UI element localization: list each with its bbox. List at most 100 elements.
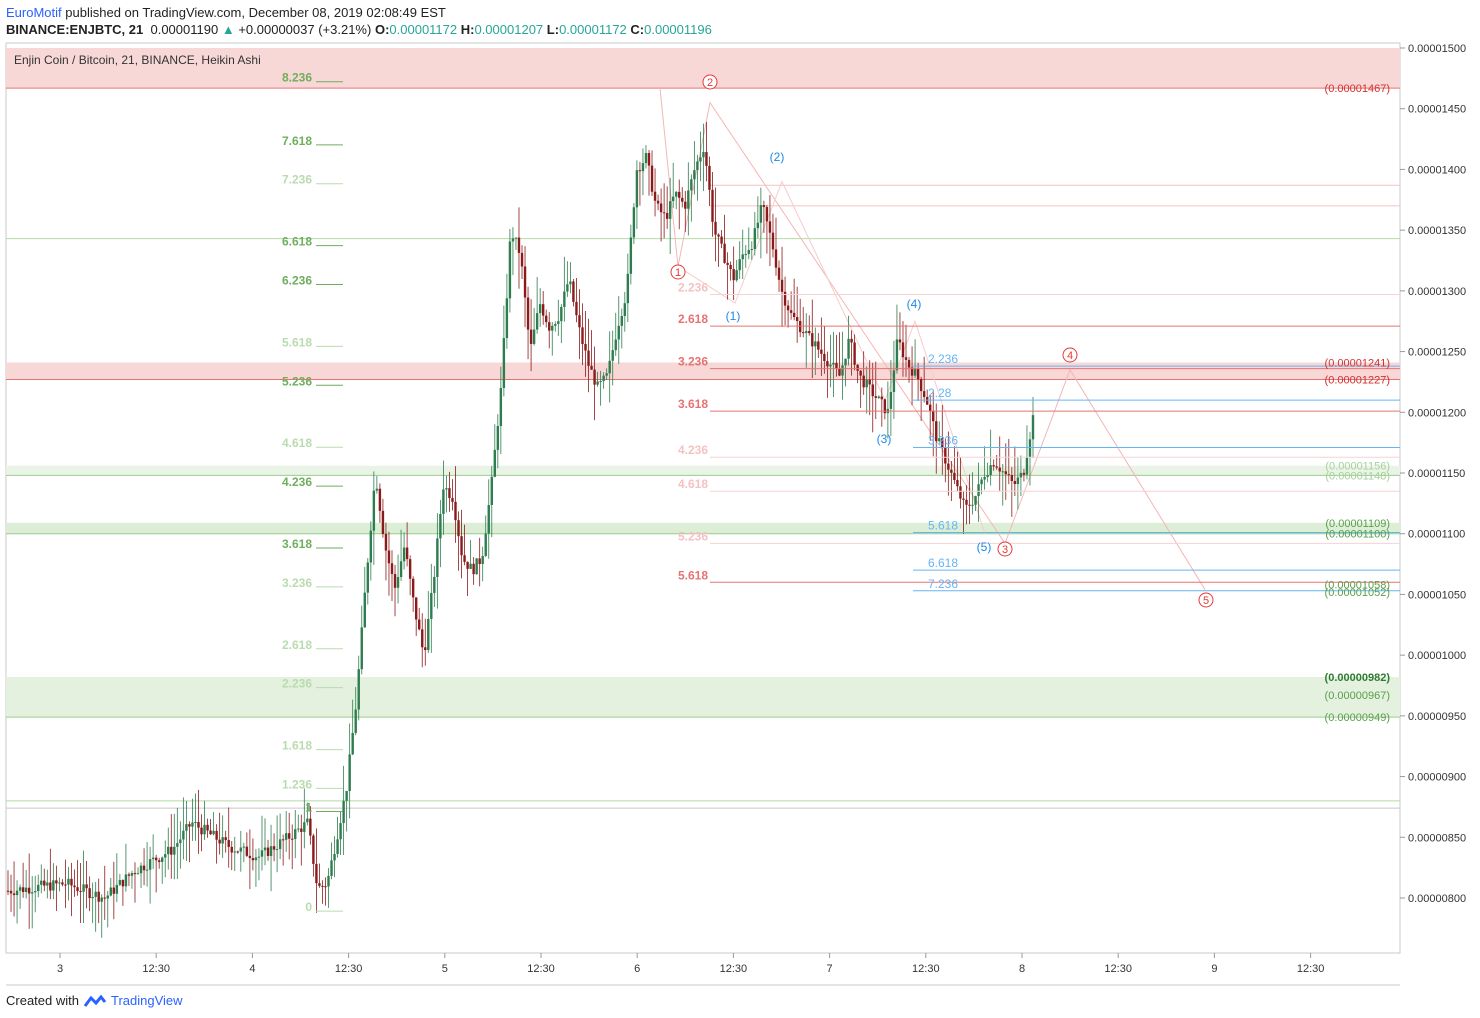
candle-body bbox=[502, 338, 506, 389]
candle-body bbox=[953, 472, 956, 481]
candle-body bbox=[632, 207, 636, 238]
candle-body bbox=[393, 573, 397, 588]
high-label: H: bbox=[460, 22, 475, 37]
candle-body bbox=[956, 480, 959, 487]
candle-body bbox=[339, 823, 342, 840]
candle-body bbox=[938, 438, 941, 442]
candle-body bbox=[118, 880, 122, 885]
candle-body bbox=[442, 489, 445, 514]
candle-body bbox=[9, 890, 13, 894]
chart-title: Enjin Coin / Bitcoin, 21, BINANCE, Heiki… bbox=[14, 53, 261, 67]
candle-body bbox=[336, 839, 339, 854]
x-tick-label: 7 bbox=[827, 963, 833, 975]
candle-body bbox=[986, 475, 989, 477]
candle-body bbox=[1001, 471, 1004, 473]
x-tick-label: 12:30 bbox=[527, 963, 555, 975]
candle-body bbox=[717, 234, 720, 237]
candle-body bbox=[901, 342, 905, 358]
candle-body bbox=[919, 379, 923, 392]
candle-body bbox=[330, 860, 333, 876]
candle-body bbox=[514, 237, 518, 239]
fib-blue-label-2.28: 2.28 bbox=[928, 386, 952, 400]
candle-body bbox=[242, 846, 246, 848]
zone-2 bbox=[6, 465, 1400, 476]
candle-body bbox=[433, 576, 436, 593]
candle-body bbox=[79, 890, 82, 892]
candle-body bbox=[170, 846, 173, 855]
candle-body bbox=[904, 357, 908, 360]
candle-body bbox=[463, 555, 466, 562]
x-tick-label: 12:30 bbox=[142, 963, 170, 975]
candle-body bbox=[109, 887, 113, 896]
candle-body bbox=[823, 353, 826, 362]
y-tick-label: 0.00001350 bbox=[1408, 225, 1466, 237]
candle-body bbox=[635, 170, 639, 208]
candle-body bbox=[705, 152, 708, 166]
candle-body bbox=[959, 486, 962, 499]
candle-body bbox=[191, 822, 194, 827]
candle-body bbox=[37, 884, 40, 892]
candle-body bbox=[814, 341, 817, 347]
candle-body bbox=[64, 884, 67, 886]
candle-body bbox=[52, 880, 55, 891]
candle-body bbox=[351, 732, 354, 755]
wave-red-circle-5 bbox=[1198, 592, 1214, 608]
candle-body bbox=[303, 822, 306, 832]
candle-body bbox=[941, 438, 944, 448]
candle-body bbox=[602, 375, 605, 382]
candle-body bbox=[744, 254, 747, 256]
fib-left-label-8.236: 8.236 bbox=[282, 71, 312, 85]
candle-body bbox=[236, 851, 239, 853]
candle-body bbox=[789, 310, 793, 313]
candle-body bbox=[6, 890, 10, 892]
candle-body bbox=[154, 857, 158, 861]
price-label-6: (0.00001100) bbox=[1325, 529, 1390, 541]
candle-body bbox=[980, 479, 983, 485]
candle-body bbox=[620, 316, 623, 326]
candle-body bbox=[578, 315, 581, 328]
candle-body bbox=[27, 887, 31, 894]
open-value: 0.00001172 bbox=[389, 22, 458, 37]
candle-body bbox=[402, 547, 406, 562]
candle-body bbox=[765, 207, 769, 222]
candle-body bbox=[315, 863, 318, 884]
candle-body bbox=[472, 563, 475, 575]
candle-body bbox=[381, 510, 385, 535]
candle-body bbox=[34, 891, 37, 893]
candle-body bbox=[932, 411, 935, 422]
candle-body bbox=[974, 496, 977, 505]
zone-1 bbox=[6, 362, 1400, 380]
candle-body bbox=[148, 859, 152, 870]
candle-body bbox=[58, 882, 61, 884]
candle-body bbox=[430, 592, 433, 619]
candle-body bbox=[795, 317, 799, 321]
x-tick-label: 8 bbox=[1019, 963, 1025, 975]
x-tick-label: 12:30 bbox=[720, 963, 748, 975]
candle-body bbox=[91, 896, 94, 899]
candle-body bbox=[581, 327, 584, 344]
fib-left-label-4.618: 4.618 bbox=[282, 436, 312, 450]
ohlc-line: BINANCE:ENJBTC, 21 0.00001190 ▲ +0.00000… bbox=[6, 22, 712, 37]
fib-left-label-1: 1 bbox=[305, 801, 312, 815]
candle-body bbox=[284, 833, 288, 840]
low-value: 0.00001172 bbox=[559, 22, 627, 37]
candle-body bbox=[324, 886, 327, 888]
candle-body bbox=[554, 323, 557, 326]
candle-body bbox=[55, 880, 58, 884]
candle-body bbox=[629, 237, 633, 274]
candle-body bbox=[826, 361, 829, 367]
candle-body bbox=[445, 488, 448, 490]
x-tick-label: 3 bbox=[57, 963, 63, 975]
candle-body bbox=[291, 838, 294, 840]
wave-red-circle-1 bbox=[670, 264, 686, 280]
tradingview-link[interactable]: TradingView bbox=[110, 993, 183, 1008]
candle-body bbox=[774, 249, 778, 268]
candle-body bbox=[889, 391, 893, 409]
candle-body bbox=[387, 550, 391, 564]
candle-body bbox=[142, 865, 146, 871]
candle-body bbox=[569, 281, 572, 285]
candle-body bbox=[366, 562, 370, 593]
candle-body bbox=[82, 884, 85, 892]
author-link[interactable]: EuroMotif bbox=[6, 5, 62, 20]
